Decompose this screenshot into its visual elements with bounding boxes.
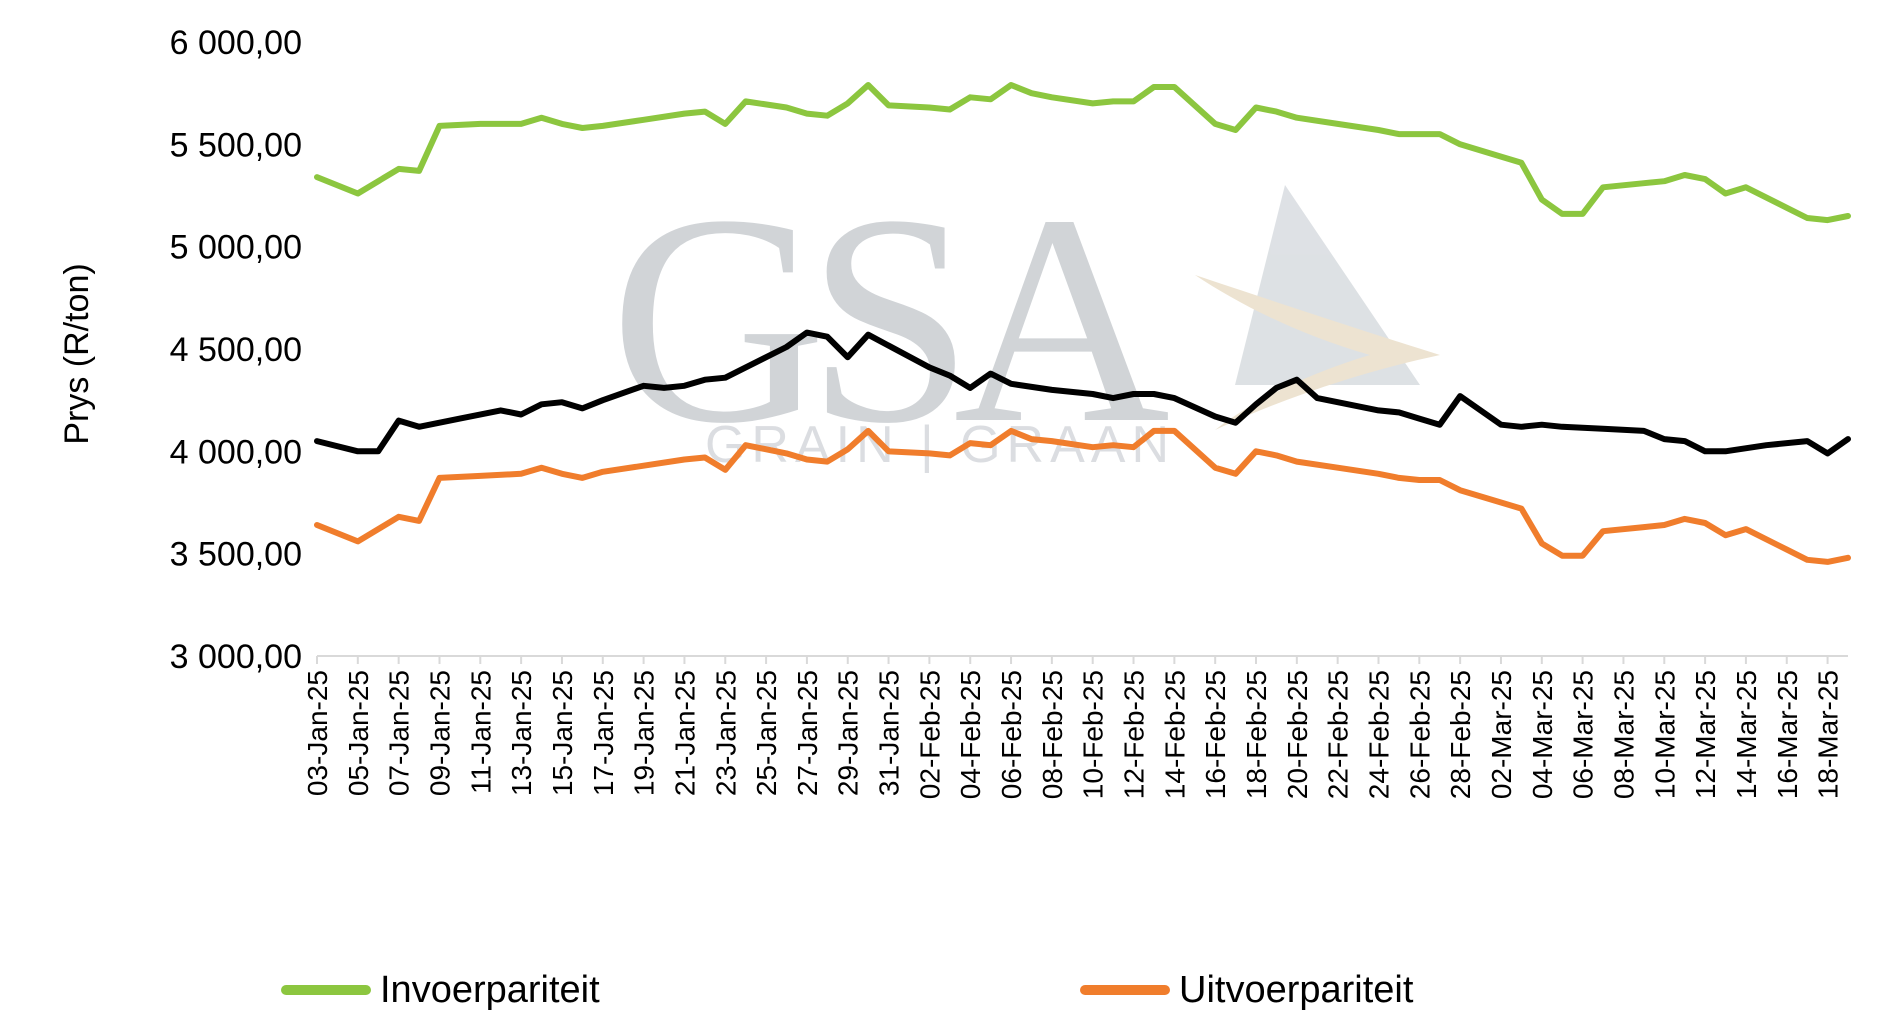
legend: Invoerpariteit Uitvoerpariteit <box>281 969 1414 1011</box>
watermark-logo: GSA GRAIN | GRAAN <box>610 153 1440 485</box>
series-line-uitvoerpariteit <box>314 427 1851 565</box>
x-tick-label: 31-Jan-25 <box>874 670 905 796</box>
x-tick-label: 09-Jan-25 <box>424 670 455 796</box>
x-tick-label: 19-Jan-25 <box>629 670 660 796</box>
x-tick-label: 06-Feb-25 <box>996 670 1027 799</box>
x-tick-label: 07-Jan-25 <box>384 670 415 796</box>
x-tick-label: 23-Jan-25 <box>710 670 741 796</box>
x-tick-label: 08-Mar-25 <box>1608 670 1639 799</box>
x-tick-label: 04-Mar-25 <box>1527 670 1558 799</box>
x-tick-label: 18-Mar-25 <box>1813 670 1844 799</box>
x-tick-label: 13-Jan-25 <box>506 670 537 796</box>
series-line-unnamed-2 <box>314 329 1851 457</box>
y-tick-label: 5 500,00 <box>170 126 302 164</box>
y-tick-label: 4 500,00 <box>170 331 302 369</box>
x-tick-label: 24-Feb-25 <box>1363 670 1394 799</box>
x-tick-label: 04-Feb-25 <box>955 670 986 799</box>
x-tick-label: 05-Jan-25 <box>343 670 374 796</box>
y-axis-label: Prys (R/ton) <box>58 263 96 444</box>
x-tick-label: 02-Feb-25 <box>914 670 945 799</box>
x-tick-label: 12-Feb-25 <box>1119 670 1150 799</box>
series-group <box>314 82 1851 565</box>
x-tick-label: 20-Feb-25 <box>1282 670 1313 799</box>
x-tick-label: 21-Jan-25 <box>669 670 700 796</box>
x-tick-label: 14-Mar-25 <box>1731 670 1762 799</box>
x-tick-label: 11-Jan-25 <box>465 670 496 794</box>
x-tick-label: 27-Jan-25 <box>792 670 823 796</box>
x-tick-label: 25-Jan-25 <box>751 670 782 796</box>
y-tick-label: 5 000,00 <box>170 229 302 267</box>
x-tick-label: 16-Mar-25 <box>1772 670 1803 799</box>
y-axis: 6 000,00 5 500,00 5 000,00 4 500,00 4 000,00… <box>170 24 302 676</box>
x-tick-label: 18-Feb-25 <box>1241 670 1272 799</box>
y-tick-label: 4 000,00 <box>170 433 302 471</box>
series-line-invoerpariteit <box>314 82 1851 224</box>
x-tick-label: 10-Feb-25 <box>1078 670 1109 799</box>
x-axis: 03-Jan-25 05-Jan-25 07-Jan-25 09-Jan-25 11-J… <box>302 655 1848 799</box>
y-tick-label: 3 000,00 <box>170 638 302 676</box>
watermark-logo-text: GSA <box>610 153 1169 485</box>
x-tick-label: 22-Feb-25 <box>1323 670 1354 799</box>
y-tick-label: 6 000,00 <box>170 24 302 62</box>
watermark-swoosh <box>1195 275 1440 430</box>
x-tick-label: 10-Mar-25 <box>1649 670 1680 799</box>
legend-label: Uitvoerpariteit <box>1179 969 1414 1011</box>
x-tick-label: 08-Feb-25 <box>1037 670 1068 799</box>
legend-label: Invoerpariteit <box>380 969 600 1011</box>
x-tick-label: 15-Jan-25 <box>547 670 578 796</box>
x-tick-label: 12-Mar-25 <box>1690 670 1721 799</box>
x-tick-label: 16-Feb-25 <box>1200 670 1231 799</box>
x-tick-label: 03-Jan-25 <box>302 670 333 796</box>
y-tick-label: 3 500,00 <box>170 536 302 574</box>
x-tick-label: 29-Jan-25 <box>833 670 864 796</box>
x-tick-label: 14-Feb-25 <box>1159 670 1190 799</box>
x-tick-label: 06-Mar-25 <box>1568 670 1599 799</box>
x-tick-label: 26-Feb-25 <box>1404 670 1435 799</box>
x-tick-label: 28-Feb-25 <box>1445 670 1476 799</box>
x-tick-label: 02-Mar-25 <box>1486 670 1517 799</box>
x-tick-label: 17-Jan-25 <box>588 670 619 796</box>
